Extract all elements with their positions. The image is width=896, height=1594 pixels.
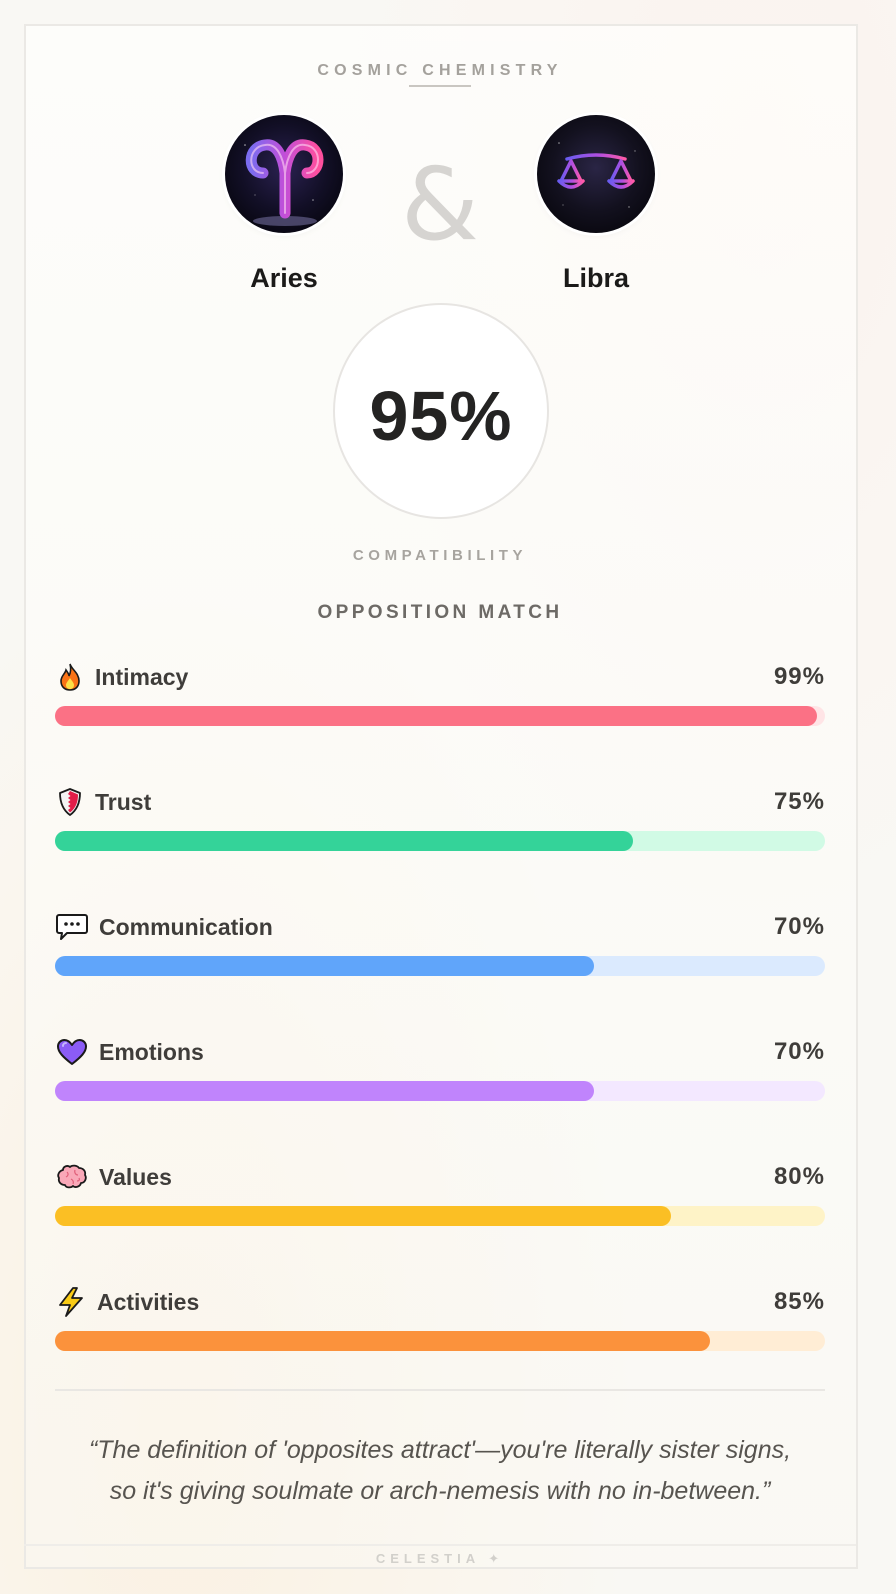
- metric-label: Activities: [97, 1288, 200, 1315]
- lightning-icon: [55, 1287, 87, 1317]
- aries-avatar: [225, 115, 343, 233]
- speech-bubble-icon: [55, 912, 89, 942]
- purple-heart-icon: [55, 1037, 89, 1067]
- metric-value: 85%: [773, 1288, 825, 1315]
- metric-communication: Communication 70%: [55, 910, 825, 990]
- progress-track: [55, 706, 825, 726]
- metric-label: Trust: [95, 788, 152, 815]
- progress-fill: [55, 1081, 594, 1101]
- progress-fill: [55, 1206, 671, 1226]
- metric-label: Communication: [99, 913, 273, 940]
- metric-activities: Activities 85%: [55, 1285, 825, 1365]
- compatibility-quote: “The definition of 'opposites attract'—y…: [88, 1436, 792, 1505]
- metric-values: Values 80%: [55, 1160, 825, 1240]
- footer-divider: [24, 1544, 856, 1546]
- progress-track: [55, 1206, 825, 1226]
- divider: [55, 1389, 825, 1391]
- metric-value: 70%: [773, 1038, 825, 1065]
- progress-track: [55, 956, 825, 976]
- compatibility-score: 95%: [369, 377, 513, 455]
- left-sign-name: Aries: [250, 263, 318, 293]
- progress-track: [55, 1081, 825, 1101]
- compatibility-card: [24, 24, 858, 1569]
- shield-icon: [55, 787, 85, 817]
- metric-intimacy: Intimacy 99%: [55, 660, 825, 740]
- compatibility-label: COMPATIBILITY: [352, 547, 528, 564]
- metric-label: Emotions: [99, 1038, 204, 1065]
- libra-avatar: [537, 115, 655, 233]
- metric-label: Intimacy: [95, 663, 189, 690]
- sparkle-icon: ✦: [488, 1551, 505, 1566]
- libra-scales-icon: [537, 115, 655, 233]
- metric-emotions: Emotions 70%: [55, 1035, 825, 1115]
- fire-icon: [55, 662, 85, 692]
- brand-name: CELESTIA: [375, 1551, 480, 1566]
- aries-glyph-icon: [225, 115, 343, 233]
- progress-track: [55, 831, 825, 851]
- progress-track: [55, 1331, 825, 1351]
- metric-value: 70%: [773, 913, 825, 940]
- metric-value: 80%: [773, 1163, 825, 1190]
- eyebrow-title: COSMIC CHEMISTRY: [317, 62, 563, 79]
- metric-value: 99%: [773, 663, 825, 690]
- progress-fill: [55, 831, 633, 851]
- match-type-label: OPPOSITION MATCH: [317, 602, 563, 623]
- ampersand: &: [401, 146, 479, 263]
- metric-label: Values: [99, 1163, 172, 1190]
- metric-trust: Trust 75%: [55, 785, 825, 865]
- eyebrow-underline: [409, 85, 471, 87]
- metric-value: 75%: [773, 788, 825, 815]
- score-circle: 95%: [333, 303, 549, 519]
- progress-fill: [55, 706, 818, 726]
- brand-footer: CELESTIA ✦: [0, 1551, 880, 1567]
- progress-fill: [55, 1331, 710, 1351]
- brain-icon: [55, 1162, 89, 1192]
- right-sign-name: Libra: [562, 263, 629, 293]
- progress-fill: [55, 956, 594, 976]
